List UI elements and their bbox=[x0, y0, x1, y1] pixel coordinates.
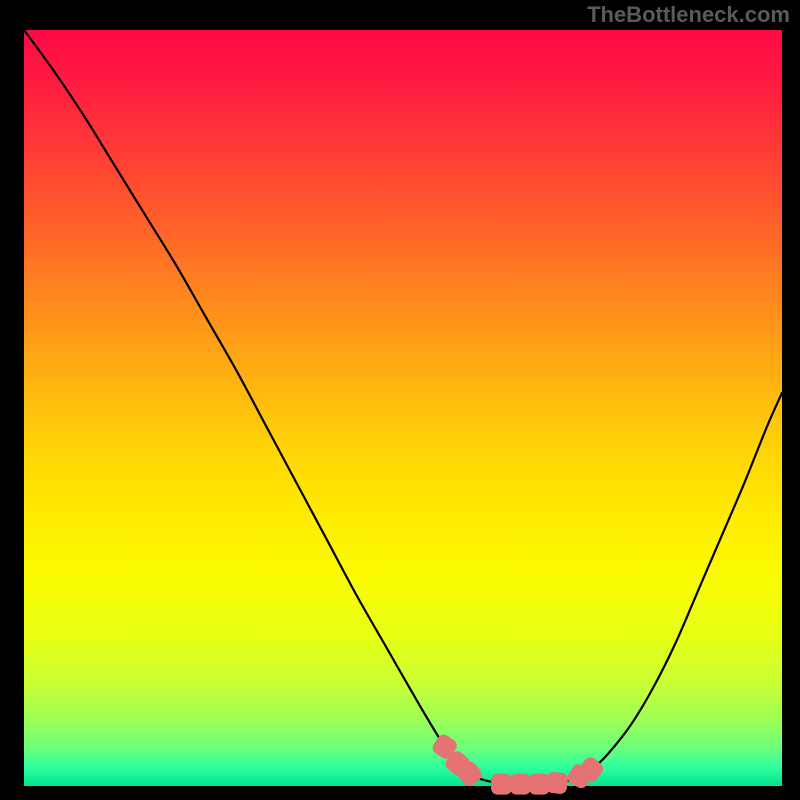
data-point-marker bbox=[546, 772, 569, 795]
data-point-marker bbox=[510, 774, 530, 794]
bottleneck-curve-chart bbox=[0, 0, 800, 800]
data-point-marker bbox=[492, 774, 512, 794]
attribution-text: TheBottleneck.com bbox=[587, 2, 790, 28]
chart-gradient-background bbox=[24, 30, 782, 786]
chart-container: TheBottleneck.com bbox=[0, 0, 800, 800]
